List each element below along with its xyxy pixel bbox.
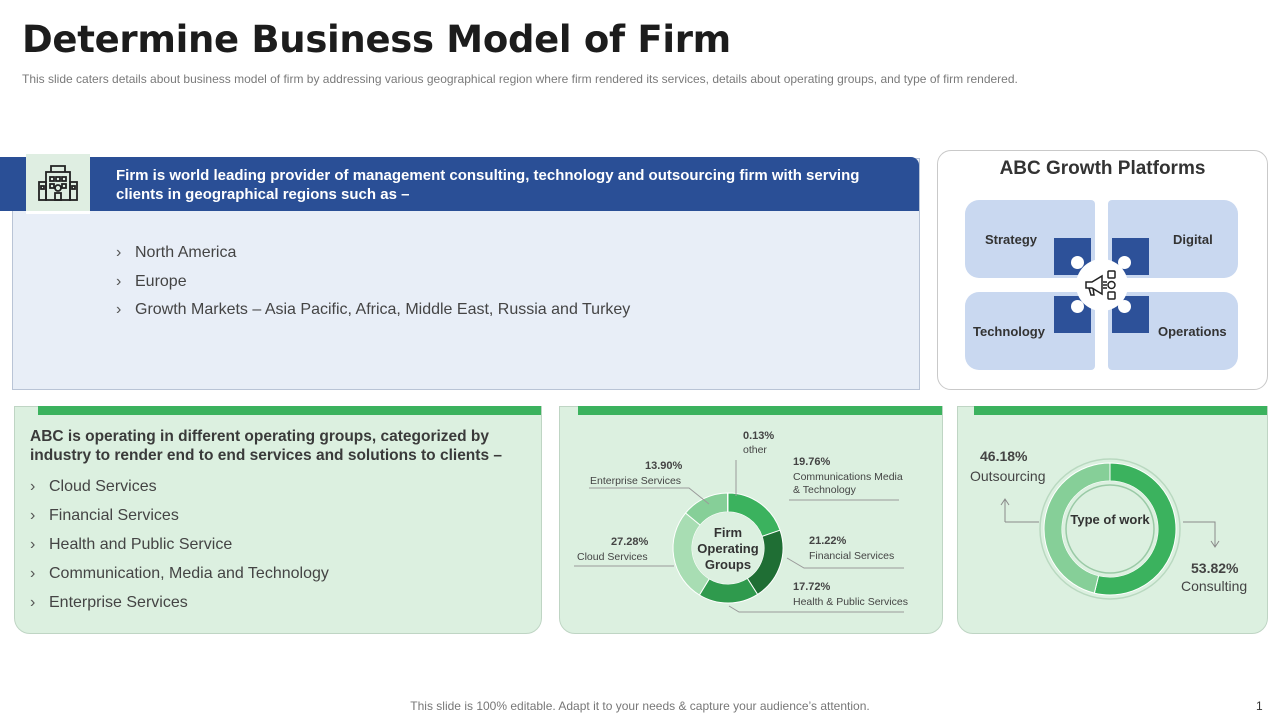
connector-dot	[1118, 300, 1131, 313]
platform-label: Operations	[1158, 324, 1227, 339]
platform-label: Digital	[1173, 232, 1213, 247]
regions-header-bar	[0, 157, 919, 211]
page-title: Determine Business Model of Firm	[22, 18, 731, 61]
donut-inner-ring	[1065, 484, 1155, 574]
list-item: › Cloud Services	[30, 478, 157, 495]
list-item: › Health and Public Service	[30, 536, 233, 553]
connector-dot	[1118, 256, 1131, 269]
slice-label-cloud: Cloud Services	[577, 551, 648, 563]
page-number: 1	[1256, 699, 1263, 713]
slice-pct-health: 17.72%	[793, 581, 831, 593]
slice-label-other: other	[743, 444, 767, 456]
building-icon-box	[26, 154, 90, 214]
slice-pct-consulting: 53.82%	[1191, 560, 1239, 576]
chevron-right-icon: ›	[30, 536, 36, 553]
slice-pct-enterprise: 13.90%	[645, 460, 683, 472]
type-of-work-accent-bar	[974, 406, 1267, 415]
chart-accent-bar	[578, 406, 942, 415]
arrow-lines	[1000, 498, 1220, 548]
platform-label: Technology	[973, 324, 1045, 339]
operating-groups-list: › Cloud Services › Financial Services › Hea…	[30, 478, 329, 623]
leader-lines	[574, 460, 904, 613]
donut-hole	[692, 512, 764, 584]
slice-pct-cloud: 27.28%	[611, 536, 649, 548]
regions-heading: Firm is world leading provider of manage…	[116, 167, 860, 203]
slice-label-outsourcing: Outsourcing	[970, 468, 1046, 484]
type-of-work-donut	[1039, 458, 1181, 600]
donut-center-label: Type of work	[1070, 512, 1150, 527]
slice-pct-outsourcing: 46.18%	[980, 448, 1028, 464]
building-icon	[38, 164, 78, 201]
platform-label: Strategy	[985, 232, 1038, 247]
slice-pct-financial: 21.22%	[809, 535, 847, 547]
chevron-right-icon: ›	[30, 478, 36, 495]
connector-dot	[1071, 256, 1084, 269]
growth-platforms-title: ABC Growth Platforms	[999, 158, 1206, 179]
growth-center	[1076, 259, 1128, 311]
chevron-right-icon: ›	[30, 507, 36, 524]
megaphone-icon	[1085, 270, 1116, 300]
slice-label-financial: Financial Services	[809, 550, 895, 562]
chevron-right-icon: ›	[116, 301, 122, 318]
donut-center-label: Firm Operating Groups	[697, 525, 759, 572]
list-item: › Communication, Media and Technology	[30, 565, 329, 582]
slice-pct-communications: 19.76%	[793, 456, 831, 468]
list-item: › Growth Markets – Asia Pacific, Africa, …	[116, 301, 631, 318]
slice-label-enterprise: Enterprise Services	[590, 475, 682, 487]
slice-pct-other: 0.13%	[743, 430, 775, 442]
slice-label-communications: Communications Media & Technology	[793, 471, 903, 496]
list-item: › North America	[116, 244, 237, 261]
footer-note: This slide is 100% editable. Adapt it to…	[410, 699, 870, 713]
chevron-right-icon: ›	[30, 565, 36, 582]
chevron-right-icon: ›	[116, 272, 122, 290]
chevron-right-icon: ›	[116, 244, 122, 261]
regions-list: › North America › Europe › Growth Markets –…	[116, 244, 630, 330]
list-item: › Financial Services	[30, 507, 179, 524]
slice-label-consulting: Consulting	[1181, 578, 1248, 594]
connector-dot	[1071, 300, 1084, 313]
list-item: › Europe	[116, 272, 187, 290]
slice-label-health: Health & Public Services	[793, 596, 908, 608]
donut-hole	[1062, 481, 1158, 577]
donut-outer-ring	[1039, 458, 1181, 600]
operating-groups-accent-bar	[38, 406, 541, 415]
operating-groups-heading: ABC is operating in different operating …	[30, 428, 502, 464]
operating-groups-donut	[672, 492, 784, 604]
list-item: › Enterprise Services	[30, 594, 188, 611]
chevron-right-icon: ›	[30, 594, 36, 611]
page-subtitle: This slide caters details about business…	[22, 72, 1018, 86]
